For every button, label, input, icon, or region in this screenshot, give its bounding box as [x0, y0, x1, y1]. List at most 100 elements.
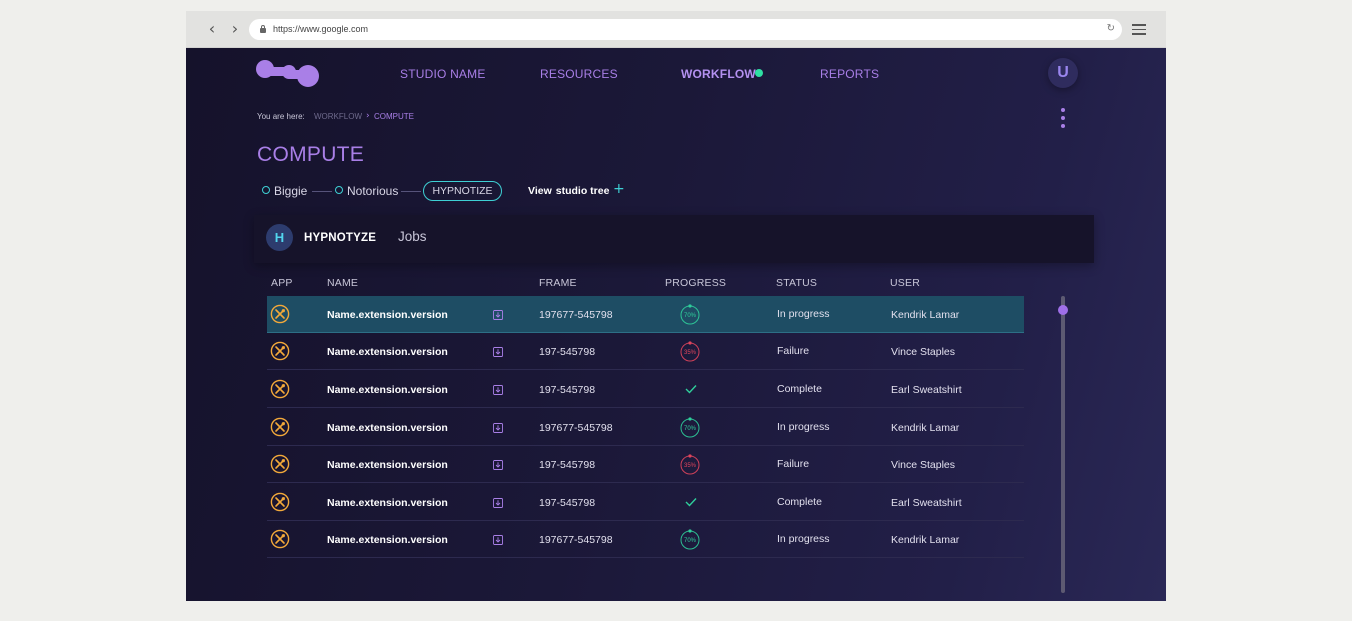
progress-label: 70% — [684, 538, 697, 544]
table-row[interactable]: Name.extension.version 197677-545798 70% In… — [267, 409, 1024, 446]
column-header-user[interactable]: USER — [890, 277, 920, 289]
job-frame: 197677-545798 — [539, 534, 613, 546]
export-icon[interactable] — [493, 347, 503, 357]
add-node-icon[interactable]: + — [613, 181, 625, 197]
job-name[interactable]: Name.extension.version — [327, 459, 448, 471]
breadcrumb-workflow[interactable]: WORKFLOW — [314, 112, 362, 121]
job-name[interactable]: Name.extension.version — [327, 346, 448, 358]
job-status: In progress — [777, 533, 830, 545]
progress-ring: 70% — [680, 529, 700, 550]
browser-window: ‹ › https://www.google.com ↻ STUDIO NAME… — [186, 11, 1166, 601]
back-button[interactable]: ‹ — [208, 19, 216, 38]
view-tree-label: studio tree — [555, 185, 610, 197]
lock-icon — [260, 25, 266, 33]
check-icon — [685, 498, 697, 507]
job-frame: 197-545798 — [539, 384, 596, 396]
tools-icon — [270, 304, 290, 324]
job-user: Earl Sweatshirt — [891, 497, 962, 509]
job-user: Vince Staples — [891, 346, 956, 358]
tree-node-current[interactable]: HYPNOTIZE — [423, 181, 502, 201]
export-icon[interactable] — [493, 423, 503, 433]
reload-icon[interactable]: ↻ — [1106, 23, 1115, 34]
job-status: Complete — [777, 496, 822, 508]
tree-connector — [401, 191, 421, 192]
progress-ring: 35% — [680, 454, 700, 475]
breadcrumb-label: You are here: — [257, 112, 305, 121]
browser-menu-icon[interactable] — [1132, 24, 1146, 35]
tree-node-ring-icon — [335, 186, 343, 194]
job-status: Complete — [777, 383, 822, 395]
tree-node-notorious[interactable]: Notorious — [347, 184, 399, 198]
export-icon[interactable] — [493, 385, 503, 395]
project-title: HYPNOTYZE — [304, 232, 377, 244]
browser-toolbar: ‹ › https://www.google.com ↻ — [186, 11, 1166, 48]
job-status: In progress — [777, 308, 830, 320]
view-studio-tree-link[interactable]: View studio tree — [528, 185, 609, 197]
tools-icon — [270, 417, 290, 437]
progress-ring: 70% — [680, 304, 700, 325]
job-frame: 197-545798 — [539, 497, 596, 509]
scrollbar-track[interactable] — [1061, 296, 1065, 593]
column-header-name[interactable]: NAME — [327, 277, 359, 289]
job-name[interactable]: Name.extension.version — [327, 497, 448, 509]
export-icon[interactable] — [493, 310, 503, 320]
job-status: Failure — [777, 345, 810, 357]
column-header-frame[interactable]: FRAME — [539, 277, 577, 289]
table-row[interactable]: Name.extension.version 197677-545798 70% In… — [267, 296, 1024, 333]
export-icon[interactable] — [493, 460, 503, 470]
column-header-progress[interactable]: PROGRESS — [665, 277, 727, 289]
nav-active-indicator — [755, 69, 763, 77]
progress-label: 70% — [684, 313, 697, 319]
breadcrumb-separator-icon: › — [366, 111, 370, 121]
job-name[interactable]: Name.extension.version — [327, 422, 448, 434]
tools-icon — [270, 341, 290, 361]
tree-connector — [312, 191, 332, 192]
table-row[interactable]: Name.extension.version 197677-545798 70% In… — [267, 521, 1024, 558]
forward-button[interactable]: › — [231, 19, 239, 38]
job-user: Vince Staples — [891, 459, 956, 471]
user-avatar[interactable]: U — [1048, 58, 1078, 88]
progress-label: 35% — [684, 350, 697, 356]
brand-logo-icon[interactable] — [256, 58, 322, 88]
tree-node-ring-icon — [262, 186, 270, 194]
address-bar[interactable]: https://www.google.com ↻ — [249, 19, 1122, 40]
export-icon[interactable] — [493, 535, 503, 545]
app-content: STUDIO NAME RESOURCES WORKFLOW REPORTS U… — [186, 48, 1166, 601]
column-header-status[interactable]: STATUS — [776, 277, 818, 289]
tree-node-biggie[interactable]: Biggie — [274, 184, 308, 198]
job-name[interactable]: Name.extension.version — [327, 534, 448, 546]
more-options-icon[interactable] — [1058, 108, 1068, 128]
check-icon — [685, 385, 697, 394]
table-row[interactable]: Name.extension.version 197-545798 Complete… — [267, 371, 1024, 408]
nav-workflow[interactable]: WORKFLOW — [681, 67, 756, 81]
job-frame: 197677-545798 — [539, 422, 613, 434]
job-status: Failure — [777, 458, 810, 470]
job-frame: 197-545798 — [539, 459, 596, 471]
job-user: Kendrik Lamar — [891, 309, 960, 321]
view-tree-prefix: View — [528, 185, 552, 197]
tools-icon — [270, 492, 290, 512]
breadcrumb-compute[interactable]: COMPUTE — [374, 112, 414, 121]
tools-icon — [270, 454, 290, 474]
export-icon[interactable] — [493, 498, 503, 508]
table-row[interactable]: Name.extension.version 197-545798 Complete… — [267, 484, 1024, 521]
tools-icon — [270, 379, 290, 399]
job-status: In progress — [777, 421, 830, 433]
project-badge: H — [266, 224, 293, 251]
job-frame: 197677-545798 — [539, 309, 613, 321]
nav-reports[interactable]: REPORTS — [820, 67, 880, 81]
jobs-tab[interactable]: Jobs — [398, 229, 427, 244]
table-row[interactable]: Name.extension.version 197-545798 35% Failu… — [267, 446, 1024, 483]
job-frame: 197-545798 — [539, 346, 596, 358]
progress-ring: 70% — [680, 417, 700, 438]
column-header-app[interactable]: APP — [271, 277, 293, 289]
scrollbar-thumb[interactable] — [1058, 305, 1068, 315]
job-name[interactable]: Name.extension.version — [327, 309, 448, 321]
progress-ring: 35% — [680, 341, 700, 362]
table-row[interactable]: Name.extension.version 197-545798 35% Failu… — [267, 333, 1024, 370]
job-user: Earl Sweatshirt — [891, 384, 962, 396]
nav-resources[interactable]: RESOURCES — [540, 67, 618, 81]
job-user: Kendrik Lamar — [891, 534, 960, 546]
nav-studio-name[interactable]: STUDIO NAME — [400, 67, 486, 81]
job-name[interactable]: Name.extension.version — [327, 384, 448, 396]
